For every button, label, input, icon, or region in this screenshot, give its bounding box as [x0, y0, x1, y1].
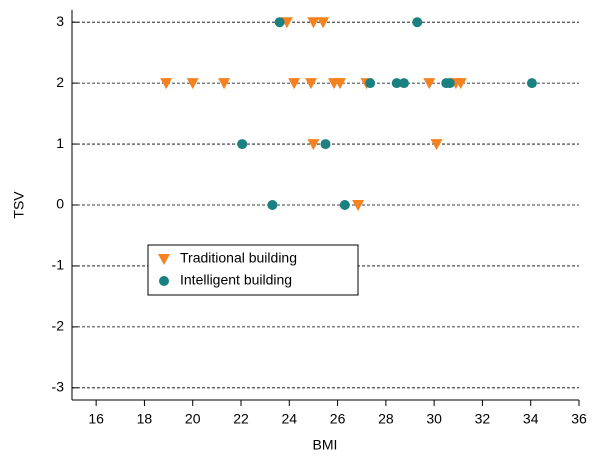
legend-marker: [159, 276, 169, 286]
x-tick-label: 18: [137, 411, 153, 427]
x-tick-label: 22: [233, 411, 249, 427]
point: [267, 200, 278, 210]
y-axis-label: TSV: [11, 191, 27, 219]
legend-label: Intelligent building: [180, 272, 292, 288]
x-tick-label: 30: [426, 411, 442, 427]
legend-box: [147, 244, 359, 296]
x-axis-label: BMI: [313, 437, 338, 453]
point: [352, 200, 365, 211]
legend-marker: [158, 254, 170, 265]
point: [365, 78, 376, 89]
x-tick-label: 32: [475, 411, 491, 427]
x-tick-label: 36: [571, 411, 587, 427]
point: [186, 78, 199, 90]
point: [218, 78, 231, 90]
point: [430, 139, 443, 151]
x-tick-label: 28: [378, 411, 394, 427]
x-tick-label: 20: [185, 411, 201, 427]
point: [320, 139, 331, 150]
point: [444, 78, 455, 89]
point: [398, 78, 409, 89]
legend-label: Traditional building: [180, 250, 297, 266]
y-tick-label: 0: [56, 196, 64, 212]
point: [391, 78, 402, 89]
point: [274, 17, 285, 28]
point: [339, 200, 350, 210]
point: [307, 139, 320, 151]
y-tick-label: -1: [52, 257, 65, 273]
point: [317, 17, 330, 29]
point: [307, 17, 320, 29]
y-tick-label: -2: [52, 318, 65, 334]
point: [288, 78, 301, 90]
point: [423, 78, 436, 90]
point: [237, 139, 248, 150]
x-tick-label: 24: [281, 411, 297, 427]
point: [526, 78, 537, 89]
y-tick-label: 1: [56, 135, 64, 151]
x-tick-label: 26: [330, 411, 346, 427]
point: [305, 78, 318, 90]
point: [412, 17, 423, 28]
y-tick-label: -3: [52, 379, 65, 395]
x-tick-label: 16: [88, 411, 104, 427]
point: [160, 78, 173, 90]
y-tick-label: 3: [56, 13, 64, 29]
point: [454, 78, 467, 90]
y-tick-label: 2: [56, 74, 64, 90]
x-tick-label: 34: [523, 411, 539, 427]
point: [333, 78, 346, 90]
